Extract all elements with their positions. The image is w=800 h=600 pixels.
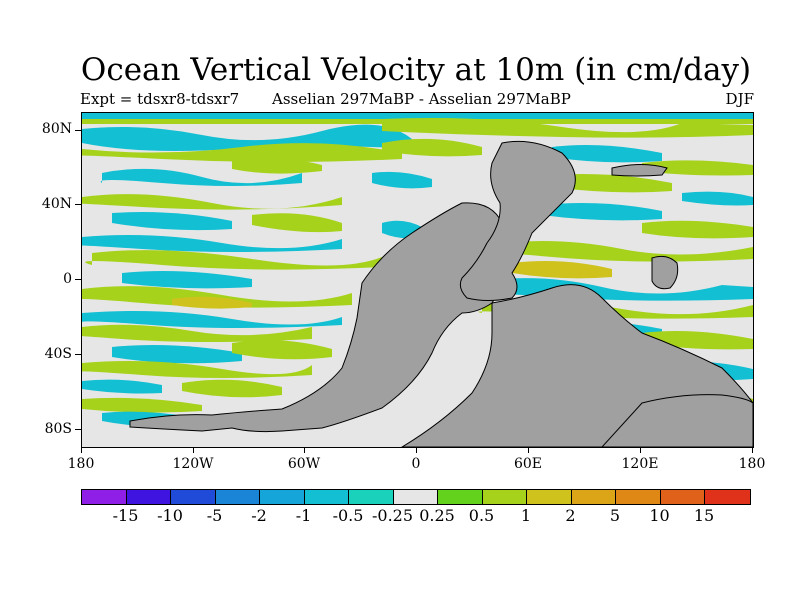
- colorbar-swatch: [304, 490, 349, 504]
- tick-0-lon: [416, 447, 417, 453]
- colorbar-label: -15: [112, 506, 139, 525]
- colorbar-label: -10: [157, 506, 183, 525]
- colorbar-label: 15: [693, 506, 715, 525]
- lat-label-80s: 80S: [44, 421, 72, 437]
- lon-label-0: 0: [411, 456, 421, 472]
- land-masses: [129, 140, 753, 447]
- tick-180e: [752, 447, 753, 453]
- colorbar-swatch: [349, 490, 394, 504]
- colorbar-label: 2: [565, 506, 576, 525]
- tick-80n: [75, 130, 81, 131]
- colorbar-swatch: [527, 490, 572, 504]
- tick-60w: [304, 447, 305, 453]
- colorbar-swatch: [126, 490, 171, 504]
- experiment-label: Expt = tdsxr8-tdsxr7: [80, 90, 240, 108]
- colorbar-label: 0.25: [419, 506, 455, 525]
- tick-120e: [640, 447, 641, 453]
- cathaysia-island: [651, 255, 679, 290]
- tick-40s: [75, 354, 81, 355]
- lon-label-60w: 60W: [287, 456, 321, 472]
- colorbar-swatch: [660, 490, 705, 504]
- tick-60e: [528, 447, 529, 453]
- colorbar-label: 1: [520, 506, 532, 525]
- tick-180w: [81, 447, 82, 453]
- colorbar-swatch: [438, 490, 483, 504]
- colorbar-label: -5: [206, 506, 223, 525]
- colorbar-label: -0.25: [371, 506, 414, 525]
- map-panel: [81, 112, 754, 448]
- season-label: DJF: [725, 90, 754, 108]
- colorbar-label: -0.5: [332, 506, 364, 525]
- lon-label-120w: 120W: [172, 456, 214, 472]
- tick-0: [75, 279, 81, 280]
- colorbar-label: 5: [609, 506, 621, 525]
- colorbar-label: -1: [295, 506, 312, 525]
- period-label: Asselian 297MaBP - Asselian 297MaBP: [272, 90, 571, 108]
- colorbar-swatch: [82, 490, 127, 504]
- colorbar-swatch: [215, 490, 260, 504]
- tick-120w: [193, 447, 194, 453]
- colorbar-swatch: [705, 490, 750, 504]
- colorbar: [81, 489, 751, 505]
- lat-label-80n: 80N: [41, 121, 72, 137]
- lon-label-180e: 180: [738, 456, 766, 472]
- tick-80s: [75, 429, 81, 430]
- antarctic-coast: [601, 394, 753, 447]
- colorbar-label: 10: [649, 506, 670, 525]
- plot-title: Ocean Vertical Velocity at 10m (in cm/da…: [80, 52, 752, 88]
- colorbar-swatch: [171, 490, 216, 504]
- pangaea-east: [459, 140, 576, 301]
- pangaea-west: [129, 202, 510, 433]
- colorbar-label: 0.5: [468, 506, 495, 525]
- lon-label-180w: 180: [67, 456, 95, 472]
- north-island: [611, 164, 668, 177]
- colorbar-swatch: [571, 490, 616, 504]
- lon-label-60e: 60E: [513, 456, 543, 472]
- colorbar-label: -2: [251, 506, 267, 525]
- colorbar-swatch: [393, 490, 438, 504]
- map-svg: [82, 113, 753, 447]
- lat-label-40s: 40S: [44, 346, 72, 362]
- lon-label-120e: 120E: [621, 456, 659, 472]
- colorbar-swatch: [616, 490, 661, 504]
- colorbar-swatch: [482, 490, 527, 504]
- lat-label-40n: 40N: [41, 196, 72, 212]
- tick-40n: [75, 204, 81, 205]
- colorbar-swatch: [260, 490, 305, 504]
- lat-label-0: 0: [63, 271, 72, 287]
